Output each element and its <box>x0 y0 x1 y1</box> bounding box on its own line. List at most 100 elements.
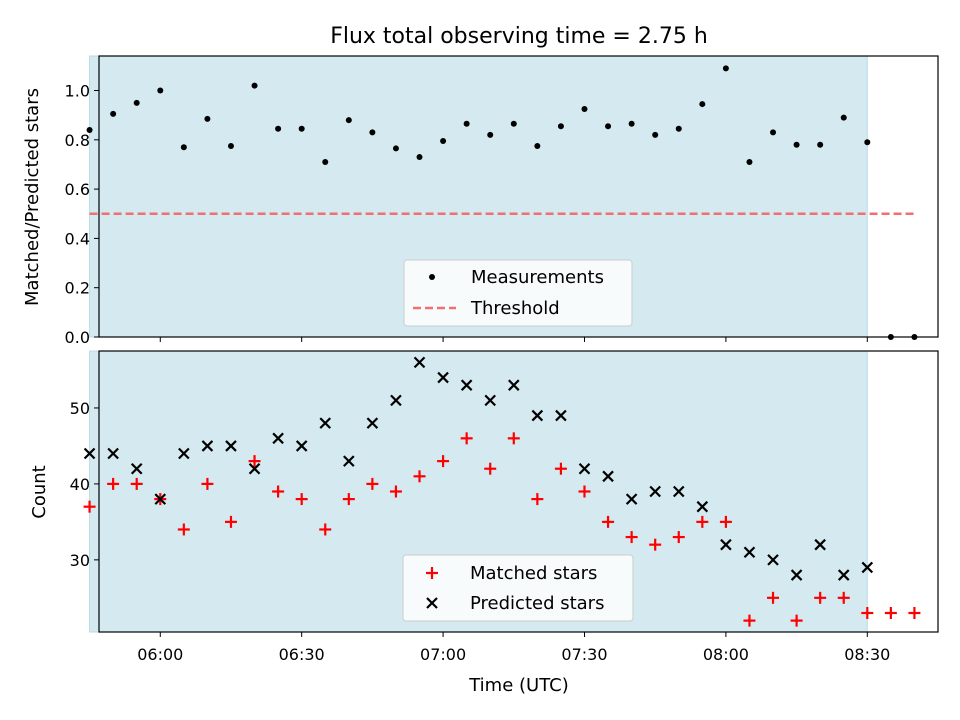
measurement-point <box>463 120 470 127</box>
legend-measurements-label: Measurements <box>471 267 604 288</box>
matched-star-point <box>413 470 426 483</box>
matched-star-point <box>272 485 285 498</box>
measurement-point <box>322 158 329 165</box>
predicted-star-point <box>201 440 214 452</box>
predicted-star-point <box>531 409 544 422</box>
predicted-star-point <box>366 417 379 429</box>
predicted-star-point <box>790 569 803 581</box>
matched-star-point <box>531 493 544 506</box>
y-tick-label: 40 <box>70 475 90 494</box>
matched-star-point <box>248 455 261 468</box>
measurement-point <box>746 158 753 165</box>
predicted-star-point <box>578 462 591 475</box>
matched-star-point <box>389 485 402 498</box>
top-data-marks <box>86 65 918 340</box>
matched-star-point <box>814 591 827 604</box>
matched-star-point <box>743 614 756 627</box>
top-y-ticks: 0.0 0.2 0.4 0.6 0.8 1.0 <box>65 82 99 347</box>
legend-threshold-label: Threshold <box>470 298 560 319</box>
measurement-point <box>369 129 376 136</box>
measurement-point <box>110 110 117 117</box>
measurement-point <box>416 154 423 161</box>
measurement-point <box>487 131 494 138</box>
measurement-point <box>440 138 447 145</box>
predicted-star-point <box>814 538 826 551</box>
top-y-axis-label: Matched/Predicted stars <box>22 88 43 306</box>
predicted-star-point <box>319 417 332 429</box>
x-tick-label: 06:00 <box>137 645 183 664</box>
top-legend: Measurements Threshold <box>403 259 633 327</box>
top-axes-frame <box>98 55 939 338</box>
measurement-point <box>652 131 659 138</box>
measurement-point <box>722 65 729 72</box>
measurement-point <box>345 117 352 124</box>
y-tick-label: 0.6 <box>65 180 90 199</box>
measurement-point <box>864 139 871 146</box>
x-tick-label: 08:00 <box>703 645 749 664</box>
predicted-star-point <box>390 394 402 407</box>
predicted-star-point <box>130 462 143 475</box>
predicted-star-point <box>83 447 96 460</box>
legend-measurements-marker <box>429 274 435 280</box>
matched-star-point <box>790 614 803 627</box>
measurement-point <box>275 125 282 132</box>
bottom-legend: Matched stars Predicted stars <box>402 554 634 622</box>
predicted-star-point <box>720 538 732 551</box>
matched-star-point <box>437 455 450 468</box>
matched-star-point <box>908 607 921 620</box>
matched-star-point <box>507 432 520 445</box>
measurement-point <box>180 144 187 151</box>
legend-predicted-marker <box>426 597 438 609</box>
predicted-star-point <box>484 394 496 407</box>
measurement-point <box>675 125 682 132</box>
predicted-star-point <box>555 409 567 422</box>
x-tick-label: 07:30 <box>561 645 607 664</box>
matched-star-point <box>83 500 96 513</box>
predicted-star-point <box>837 569 850 581</box>
top-panel: 0.0 0.2 0.4 0.6 0.8 1.0 Matched/Predicted sta… <box>22 55 939 347</box>
matched-star-point <box>554 462 567 475</box>
matched-star-point <box>602 515 615 528</box>
measurement-point <box>605 123 612 130</box>
predicted-star-point <box>107 447 119 460</box>
x-axis-label: Time (UTC) <box>468 675 569 696</box>
matched-star-point <box>201 477 214 490</box>
measurement-point <box>133 99 140 106</box>
bottom-axes-frame <box>98 350 939 633</box>
measurement-point <box>227 142 234 149</box>
measurement-point <box>298 125 305 132</box>
matched-star-point <box>130 477 143 490</box>
y-tick-label: 0.4 <box>65 229 90 248</box>
matched-star-point <box>366 477 379 490</box>
predicted-star-point <box>295 440 308 452</box>
predicted-star-point <box>343 455 355 467</box>
measurement-point <box>770 129 777 136</box>
measurement-point <box>392 145 399 152</box>
matched-star-point <box>107 477 120 490</box>
predicted-star-point <box>413 356 426 369</box>
y-tick-label: 0.8 <box>65 131 90 150</box>
x-tick-label: 08:30 <box>844 645 890 664</box>
matched-star-point <box>578 485 591 498</box>
bottom-legend-box <box>402 554 634 622</box>
bottom-panel: 30 40 50 06:00 06:30 07:00 07:30 08:00 08:30 Co… <box>29 350 939 696</box>
measurement-point <box>251 82 258 89</box>
chart-title: Flux total observing time = 2.75 h <box>330 24 708 49</box>
measurement-point <box>581 105 588 112</box>
measurement-point <box>557 123 564 130</box>
measurement-point <box>840 114 847 121</box>
legend-predicted-label: Predicted stars <box>470 593 604 614</box>
predicted-star-point <box>696 500 709 513</box>
measurement-point <box>157 87 164 94</box>
predicted-star-point <box>767 554 779 566</box>
matched-star-point <box>719 515 732 528</box>
measurement-point <box>628 120 635 127</box>
bottom-x-ticks: 06:00 06:30 07:00 07:30 08:00 08:30 <box>137 632 890 664</box>
matched-star-point <box>177 523 190 536</box>
y-tick-label: 1.0 <box>65 82 90 101</box>
predicted-star-point <box>508 379 520 391</box>
measurement-point <box>86 126 93 133</box>
predicted-star-point <box>272 432 284 445</box>
matched-star-point <box>861 607 874 620</box>
top-legend-box <box>403 259 633 327</box>
